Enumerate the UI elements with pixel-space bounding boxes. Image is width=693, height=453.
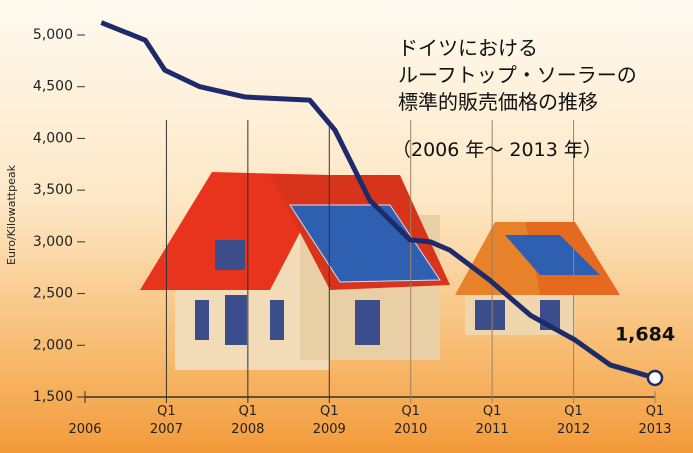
y-tick-label: 1,500: [33, 389, 73, 405]
x-tick-label: Q1 2012: [557, 404, 591, 437]
x-tick-label: Q1 2008: [231, 404, 265, 437]
y-tick-label: 5,000: [33, 27, 73, 43]
x-tick-label: Q1 2010: [394, 404, 428, 437]
y-tick-label: 4,500: [33, 79, 73, 95]
x-tick-label: 2006: [68, 422, 102, 437]
line: [100, 20, 656, 381]
houses: [140, 172, 620, 370]
y-axis-label: Euro/Kilowattpeak: [5, 164, 18, 265]
chart-title: ドイツにおける ルーフトップ・ソーラーの 標準的販売価格の推移: [398, 36, 637, 114]
y-tick-label: 3,000: [33, 234, 73, 250]
x-tick-label: Q1 2013: [638, 404, 672, 437]
x-tick-label: Q1 2011: [475, 404, 509, 437]
chart-subtitle: （2006 年～ 2013 年）: [392, 139, 602, 161]
y-tick-label: 3,500: [33, 182, 73, 198]
data-label: 1,684: [615, 323, 675, 345]
x-tick-label: Q1 2007: [149, 404, 183, 437]
point: [646, 369, 664, 387]
x-tick-label: Q1 2009: [312, 404, 346, 437]
y-tick-label: 4,000: [33, 130, 73, 146]
y-tick-label: 2,500: [33, 286, 73, 302]
y-tick-label: 2,000: [33, 337, 73, 353]
